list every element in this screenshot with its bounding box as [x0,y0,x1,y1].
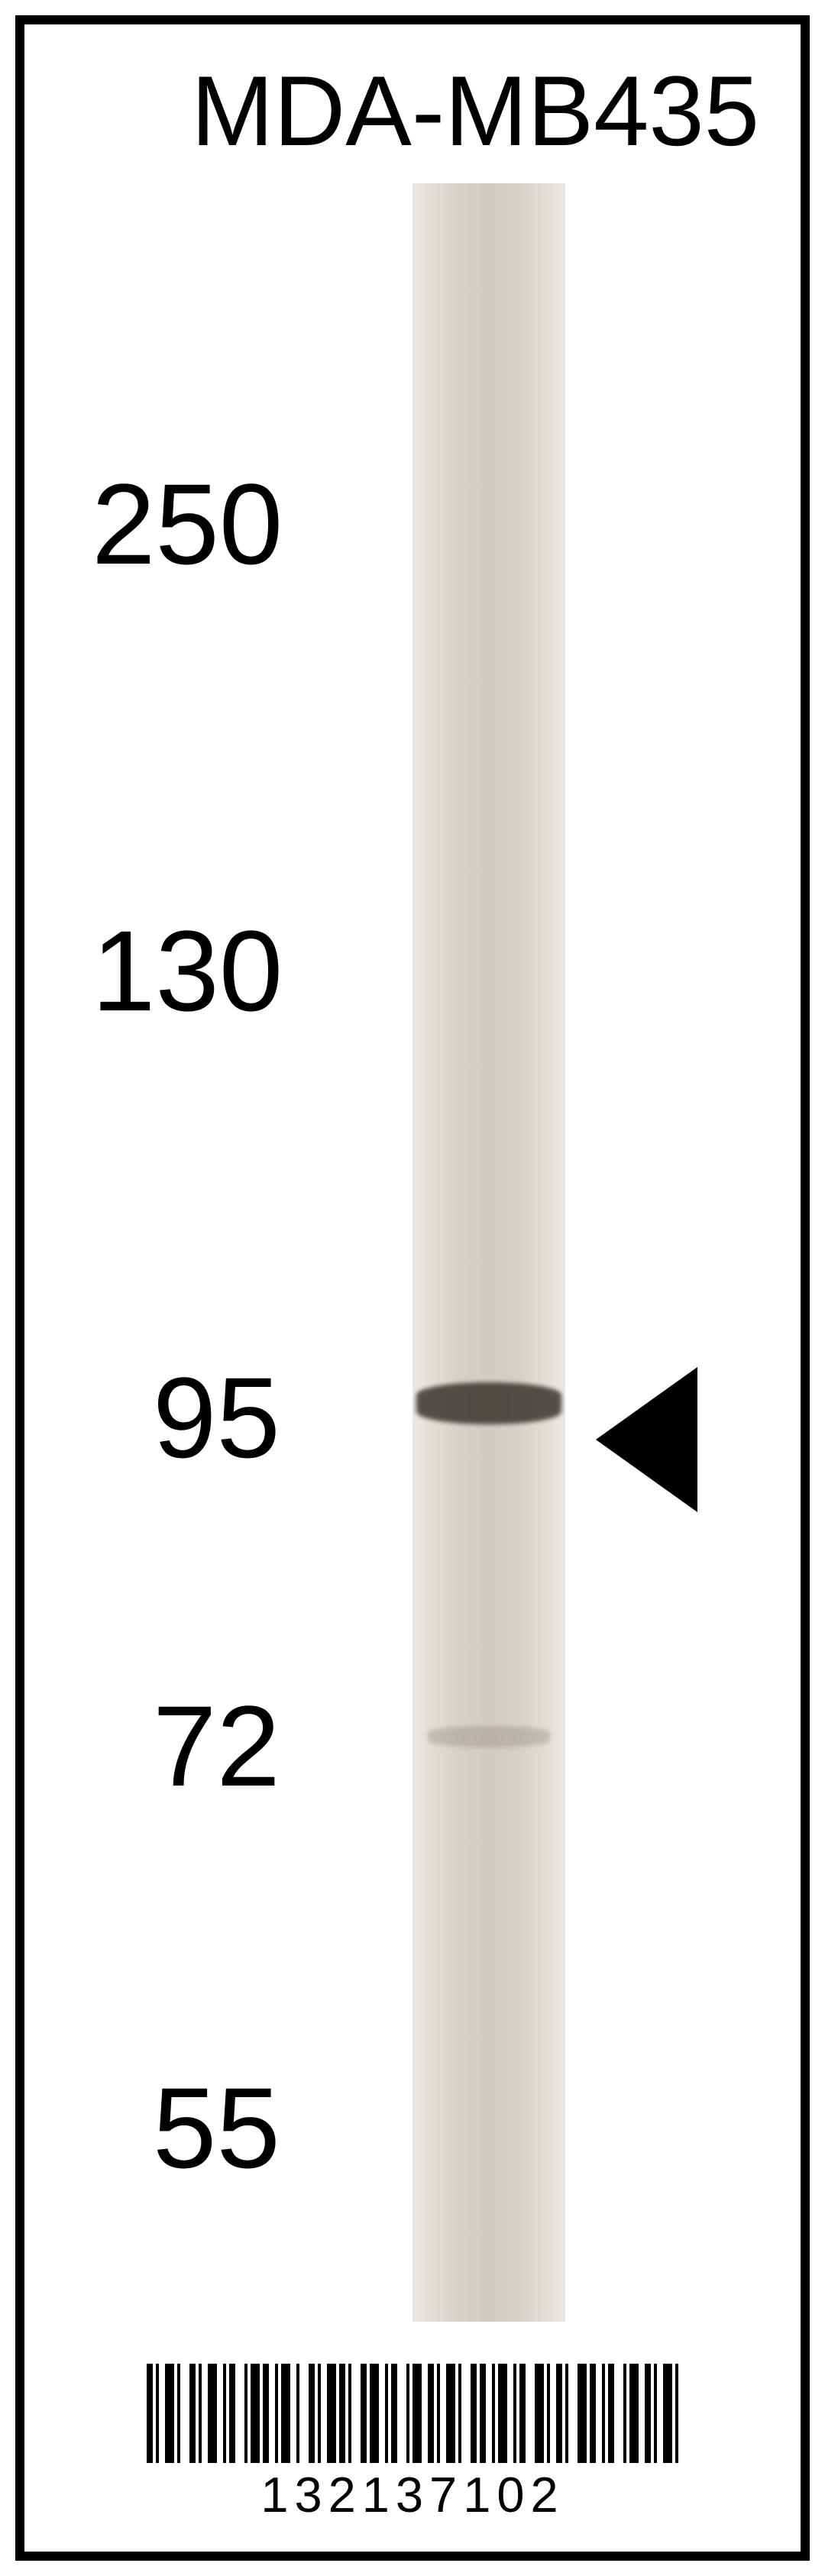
band-1 [428,1726,550,1747]
marker-95: 95 [153,1352,280,1484]
band-0 [416,1382,561,1424]
marker-72: 72 [153,1680,280,1812]
blot-lane [412,183,565,2322]
marker-55: 55 [153,2062,280,2194]
barcode [147,2364,678,2463]
barcode-container: 132137102 [111,2364,714,2523]
marker-130: 130 [92,905,283,1037]
barcode-text: 132137102 [260,2466,564,2523]
sample-label: MDA-MB435 [191,53,759,168]
band-arrow [596,1367,697,1512]
marker-250: 250 [92,458,283,590]
